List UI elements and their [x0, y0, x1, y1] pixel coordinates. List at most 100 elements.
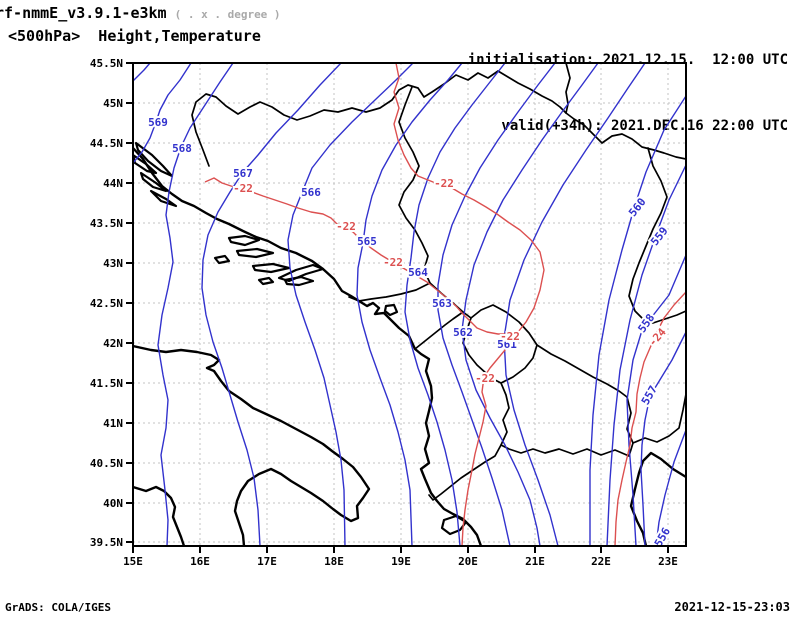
gridlines: [133, 63, 686, 546]
border-drina-balkan-spine: [398, 86, 538, 501]
map-plot: 5705695685675665655645635625615605595585…: [90, 57, 687, 568]
lat-axis-label: 40N: [103, 497, 123, 510]
lat-axis-label: 41N: [103, 417, 123, 430]
lon-axis-label: 23E: [658, 555, 678, 568]
height-contour-label: 557: [639, 383, 660, 407]
height-contour-565: [356, 63, 463, 546]
lat-axis-label: 45.5N: [90, 57, 123, 70]
peninsula-peljesac: [277, 263, 325, 283]
island-lastovo: [257, 276, 275, 286]
map-black-layer: [133, 63, 686, 546]
height-contour-label: 563: [432, 297, 452, 310]
coastline-dalmatia-montenegro-albania: [133, 146, 483, 546]
plot-frame: [132, 62, 687, 547]
title-line-model: rf-nmmE_v3.9.1-e3km ( . x . degree ): [0, 4, 281, 22]
temp-contour-label: -22: [475, 372, 495, 385]
grads-credit: GrADS: COLA/IGES: [5, 601, 111, 614]
lon-axis-label: 19E: [391, 555, 411, 568]
height-contour-563: [437, 63, 556, 546]
temp-contour-label: -22: [434, 177, 454, 190]
temp-contour-minus24: [614, 291, 686, 546]
lat-axis-label: 39.5N: [90, 536, 123, 549]
height-contour-567: [201, 63, 342, 546]
border-serbia-romania-north: [565, 63, 571, 114]
creation-timestamp: 2021-12-15-23:03: [674, 600, 790, 614]
lon-axis-label: 15E: [123, 555, 143, 568]
lat-axis-label: 43N: [103, 257, 123, 270]
island-vis: [213, 254, 231, 265]
height-contour-560: [589, 95, 686, 546]
border-macedonia-east: [626, 396, 634, 457]
height-contour-568: [157, 63, 234, 546]
height-contour-564: [404, 63, 506, 546]
island-corfu: [440, 514, 468, 536]
border-macedonia-greece: [500, 444, 630, 457]
temp-contour-label: -22: [383, 256, 403, 269]
temp-contour-label: -22: [500, 330, 520, 343]
lat-axis-label: 41.5N: [90, 377, 123, 390]
temp-contour-label: -22: [336, 220, 356, 233]
island-mljet: [283, 275, 315, 287]
lat-axis-label: 42N: [103, 337, 123, 350]
height-contour-label: 567: [233, 167, 253, 180]
island-kornati: [139, 171, 168, 193]
valid-time-label: valid(+34h): 2021.DEC.16 22:00 UTC: [501, 118, 788, 134]
lat-axis-label: 45N: [103, 97, 123, 110]
border-bosnia-montenegro: [348, 282, 431, 302]
height-contour-569: [133, 63, 192, 164]
lat-axis-label: 40.5N: [90, 457, 123, 470]
border-kosovo-west: [462, 317, 502, 384]
height-contour-label: 560: [626, 195, 648, 219]
temp-contour-minus22-main: [393, 63, 545, 546]
temperature-contours: [204, 63, 686, 546]
lon-axis-label: 20E: [458, 555, 478, 568]
height-contour-562: [461, 63, 599, 546]
height-contour-label: 568: [172, 142, 192, 155]
island-brac: [227, 234, 261, 247]
border-sava-danube: [191, 70, 686, 167]
model-resolution-note: ( . x . degree ): [174, 8, 281, 21]
height-contour-label: 569: [148, 116, 168, 129]
border-serbia-bulgaria: [628, 147, 686, 324]
height-contour-label: 561: [497, 338, 517, 351]
height-contour-561: [503, 63, 646, 546]
temp-contour-minus22-west: [204, 177, 512, 335]
border-montenegro-albania: [414, 311, 464, 350]
axis-labels: 45.5N 45N 44.5N 44N 43.5N 43N 42.5N 42N 41.5N 41N…: [90, 57, 678, 568]
model-title: rf-nmmE_v3.9.1-e3km: [0, 4, 167, 22]
island-pag: [134, 141, 174, 178]
lon-axis-label: 18E: [324, 555, 344, 568]
height-contour-label: 559: [648, 224, 670, 248]
lat-axis-label: 44N: [103, 177, 123, 190]
temp-contour-label: -22: [233, 182, 253, 195]
coastline-italy-tyrrhenian: [133, 485, 186, 546]
height-contour-label: 566: [301, 186, 321, 199]
field-title: <500hPa> Height,Temperature: [8, 27, 261, 45]
island-murter: [149, 189, 178, 208]
axis-ticks: [126, 62, 669, 553]
lat-axis-label: 43.5N: [90, 217, 123, 230]
lat-axis-label: 44.5N: [90, 137, 123, 150]
height-contour-556: [655, 429, 686, 546]
height-contour-557: [640, 331, 686, 546]
border-macedonia-north: [536, 344, 628, 398]
lon-axis-label: 17E: [257, 555, 277, 568]
height-contour-558: [626, 254, 686, 546]
lon-axis-label: 22E: [591, 555, 611, 568]
height-contour-566: [287, 63, 414, 546]
height-contour-label: 562: [453, 326, 473, 339]
island-korcula: [251, 262, 291, 274]
height-contour-559: [606, 164, 686, 546]
lon-axis-label: 21E: [525, 555, 545, 568]
coastline-italy-adriatic: [133, 344, 371, 546]
height-contour-label: 564: [408, 266, 428, 279]
lat-axis-label: 42.5N: [90, 297, 123, 310]
lon-axis-label: 16E: [190, 555, 210, 568]
lake-skadar: [383, 303, 399, 317]
height-contour-570: [133, 63, 151, 82]
border-bulgaria-greece: [632, 393, 686, 444]
height-contour-label: 565: [357, 235, 377, 248]
island-hvar: [235, 247, 275, 259]
height-contours: [133, 63, 686, 546]
